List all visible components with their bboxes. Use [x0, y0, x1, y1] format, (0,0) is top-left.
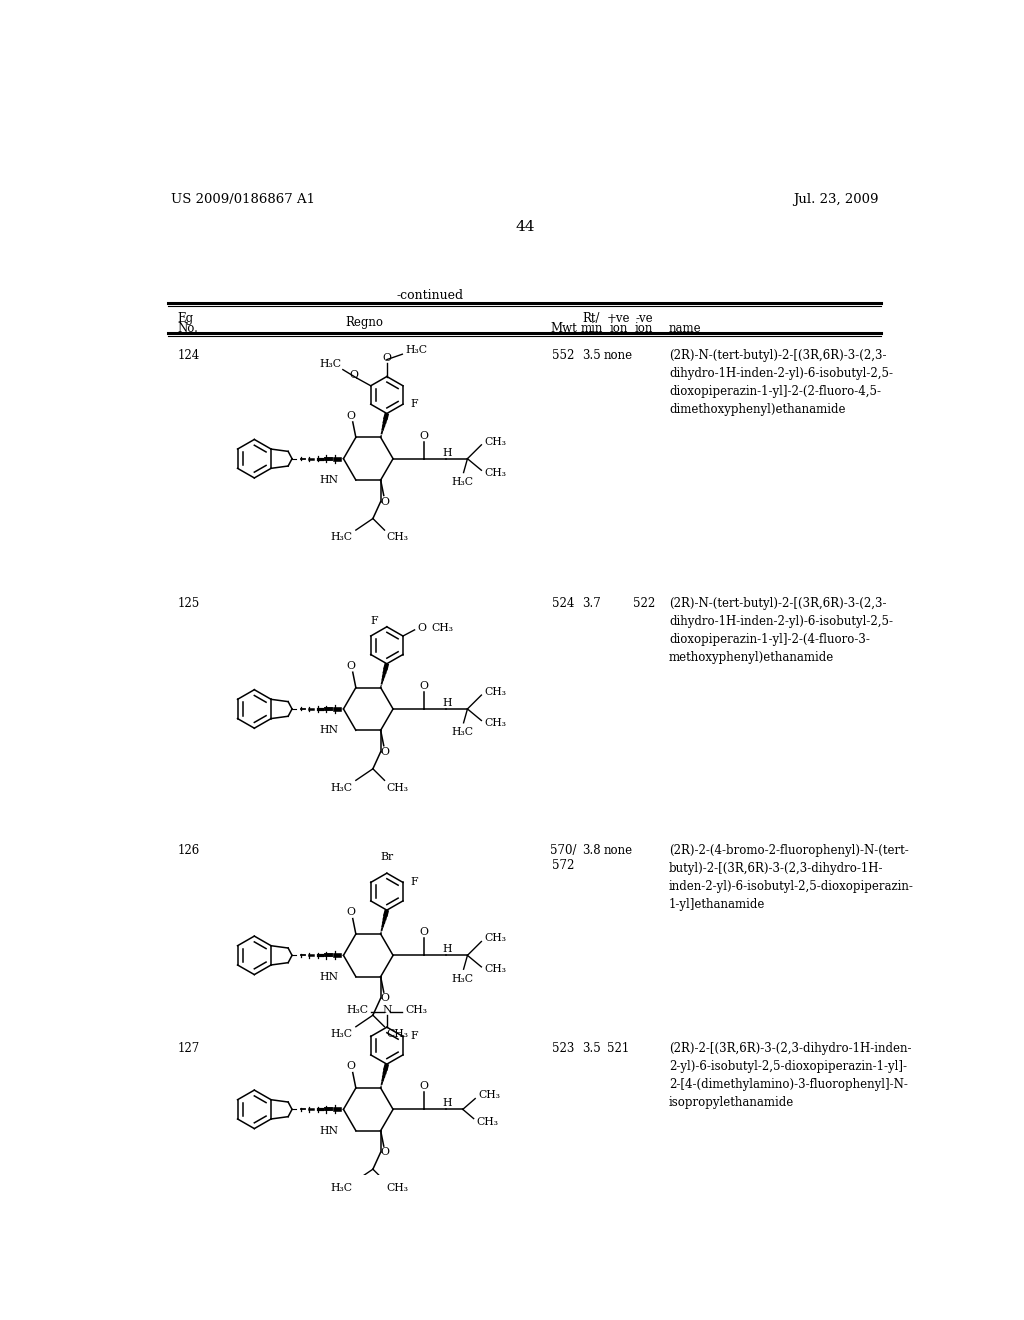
Text: Br: Br [380, 853, 393, 862]
Text: 125: 125 [177, 598, 200, 610]
Text: 3.7: 3.7 [582, 598, 601, 610]
Text: O: O [347, 907, 355, 917]
Text: HN: HN [319, 972, 339, 982]
Text: H₃C: H₃C [346, 1006, 369, 1015]
Text: H: H [442, 944, 452, 954]
Text: US 2009/0186867 A1: US 2009/0186867 A1 [171, 193, 314, 206]
Text: ion: ion [609, 322, 628, 335]
Text: F: F [411, 878, 419, 887]
Text: CH₃: CH₃ [432, 623, 454, 634]
Text: CH₃: CH₃ [484, 437, 507, 446]
Text: Jul. 23, 2009: Jul. 23, 2009 [794, 193, 879, 206]
Text: 3.5: 3.5 [582, 1043, 601, 1056]
Text: CH₃: CH₃ [484, 933, 507, 944]
Text: 523: 523 [552, 1043, 574, 1056]
Text: CH₃: CH₃ [484, 467, 507, 478]
Text: H₃C: H₃C [331, 532, 352, 543]
Text: O: O [381, 1147, 390, 1158]
Text: (2R)-2-(4-bromo-2-fluorophenyl)-N-(tert-
butyl)-2-[(3R,6R)-3-(2,3-dihydro-1H-
in: (2R)-2-(4-bromo-2-fluorophenyl)-N-(tert-… [669, 843, 913, 911]
Text: O: O [349, 370, 358, 380]
Text: O: O [420, 927, 429, 937]
Text: CH₃: CH₃ [484, 964, 507, 974]
Text: CH₃: CH₃ [406, 1006, 427, 1015]
Text: Mwt: Mwt [550, 322, 577, 335]
Text: none: none [604, 350, 633, 363]
Text: 570/
572: 570/ 572 [550, 843, 577, 871]
Text: O: O [347, 1061, 355, 1072]
Text: 521: 521 [607, 1043, 630, 1056]
Text: HN: HN [319, 475, 339, 484]
Text: H: H [442, 698, 452, 708]
Text: 44: 44 [515, 220, 535, 234]
Text: O: O [420, 1081, 429, 1092]
Text: CH₃: CH₃ [478, 1090, 501, 1101]
Text: none: none [604, 843, 633, 857]
Text: Regno: Regno [345, 317, 383, 329]
Text: CH₃: CH₃ [387, 532, 409, 543]
Text: O: O [420, 681, 429, 690]
Text: 124: 124 [177, 350, 200, 363]
Text: CH₃: CH₃ [387, 1183, 409, 1193]
Text: H₃C: H₃C [331, 783, 352, 792]
Text: CH₃: CH₃ [477, 1117, 499, 1127]
Text: H: H [442, 447, 452, 458]
Text: O: O [420, 430, 429, 441]
Text: O: O [381, 496, 390, 507]
Text: O: O [417, 623, 426, 634]
Text: H₃C: H₃C [452, 974, 474, 983]
Text: 127: 127 [177, 1043, 200, 1056]
Text: H₃C: H₃C [406, 346, 427, 355]
Text: 3.8: 3.8 [582, 843, 601, 857]
Text: CH₃: CH₃ [387, 1030, 409, 1039]
Text: O: O [347, 411, 355, 421]
Text: HN: HN [319, 1126, 339, 1135]
Text: CH₃: CH₃ [484, 718, 507, 727]
Text: 552: 552 [552, 350, 574, 363]
Text: Eg: Eg [177, 312, 194, 325]
Text: H: H [442, 1098, 452, 1109]
Text: F: F [370, 615, 378, 626]
Text: No.: No. [177, 322, 199, 335]
Text: name: name [669, 322, 701, 335]
Text: -ve: -ve [635, 312, 653, 325]
Text: 3.5: 3.5 [582, 350, 601, 363]
Text: (2R)-N-(tert-butyl)-2-[(3R,6R)-3-(2,3-
dihydro-1H-inden-2-yl)-6-isobutyl-2,5-
di: (2R)-N-(tert-butyl)-2-[(3R,6R)-3-(2,3- d… [669, 350, 893, 416]
Text: ion: ion [635, 322, 653, 335]
Text: (2R)-N-(tert-butyl)-2-[(3R,6R)-3-(2,3-
dihydro-1H-inden-2-yl)-6-isobutyl-2,5-
di: (2R)-N-(tert-butyl)-2-[(3R,6R)-3-(2,3- d… [669, 598, 893, 664]
Text: -continued: -continued [396, 289, 464, 302]
Text: 522: 522 [633, 598, 655, 610]
Text: H₃C: H₃C [331, 1183, 352, 1193]
Text: (2R)-2-[(3R,6R)-3-(2,3-dihydro-1H-inden-
2-yl)-6-isobutyl-2,5-dioxopiperazin-1-y: (2R)-2-[(3R,6R)-3-(2,3-dihydro-1H-inden-… [669, 1043, 911, 1109]
Text: O: O [382, 352, 391, 363]
Text: O: O [381, 747, 390, 756]
Text: N: N [382, 1006, 391, 1015]
Text: CH₃: CH₃ [484, 686, 507, 697]
Text: H₃C: H₃C [452, 478, 474, 487]
Text: HN: HN [319, 725, 339, 735]
Text: 126: 126 [177, 843, 200, 857]
Text: H₃C: H₃C [319, 359, 341, 370]
Text: H₃C: H₃C [452, 727, 474, 738]
Text: Rt/: Rt/ [583, 312, 600, 325]
Text: O: O [381, 993, 390, 1003]
Text: CH₃: CH₃ [387, 783, 409, 792]
Text: min: min [581, 322, 603, 335]
Text: F: F [410, 399, 418, 409]
Text: +ve: +ve [607, 312, 631, 325]
Text: O: O [347, 661, 355, 671]
Text: 524: 524 [552, 598, 574, 610]
Text: F: F [411, 1031, 419, 1041]
Text: H₃C: H₃C [331, 1030, 352, 1039]
